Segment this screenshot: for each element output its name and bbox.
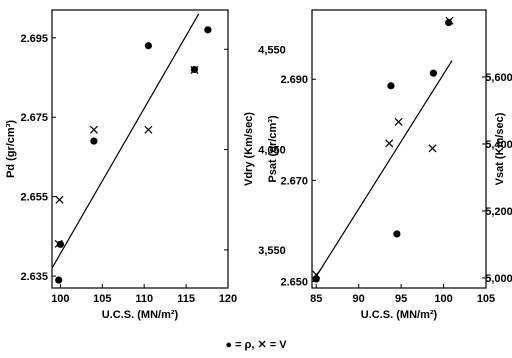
velocity-point (385, 139, 394, 148)
velocity-point (144, 125, 153, 134)
x-axis-label: U.C.S. (MN/m²) (102, 309, 179, 321)
velocity-point-stroke (394, 117, 403, 126)
velocity-point (89, 125, 98, 134)
velocity-point-stroke (428, 144, 437, 153)
x-tick-label: 105 (477, 293, 495, 305)
y2-tick-label: 5,200 (485, 206, 512, 218)
velocity-point-stroke (89, 125, 98, 134)
x-tick-label: 105 (93, 293, 111, 305)
density-point (90, 137, 98, 145)
density-point (144, 42, 152, 50)
density-point (387, 82, 395, 90)
x-tick-label: 100 (51, 293, 69, 305)
density-point (56, 240, 64, 248)
y-tick-label: 2.650 (280, 276, 308, 288)
y-tick-label: 2.695 (20, 33, 48, 45)
x-tick-label: 110 (135, 293, 153, 305)
velocity-point-stroke (144, 125, 153, 134)
x-tick-label: 90 (353, 293, 365, 305)
y2-tick-label: 5,400 (485, 139, 512, 151)
y2-axis-label: Vsat (Km/sec) (494, 112, 506, 185)
velocity-point-stroke (54, 239, 63, 248)
y2-tick-label: 5,600 (485, 72, 512, 84)
y2-tick-label: 4,050 (258, 145, 286, 157)
velocity-point (445, 16, 454, 25)
y-axis-label: Pd (gr/cm³) (5, 120, 17, 178)
velocity-point (55, 195, 64, 204)
x-tick-label: 95 (395, 293, 407, 305)
right-panel: 85 90 95 100 105 2.650 2.670 2.690 5,000 5,200 5,4… (267, 9, 512, 321)
velocity-point (190, 65, 199, 74)
y2-tick-label: 5,000 (485, 273, 512, 285)
plot-frame (51, 9, 229, 289)
y-tick-label: 2.675 (20, 112, 48, 124)
y2-tick-label: 3,550 (258, 245, 286, 257)
x-tick-label: 115 (177, 293, 195, 305)
plot-frame (311, 9, 487, 289)
density-point (429, 69, 437, 77)
left-panel: 100 105 110 115 120 2.635 2.655 2.675 2.695 3,550… (5, 9, 286, 321)
y-tick-label: 2.655 (20, 192, 48, 204)
trend-line (51, 13, 200, 269)
density-point (393, 230, 401, 238)
x-tick-label: 120 (219, 293, 237, 305)
velocity-point-stroke (385, 139, 394, 148)
trend-line (315, 60, 453, 277)
velocity-point (312, 270, 321, 279)
density-point (204, 26, 212, 34)
velocity-point-stroke (445, 16, 454, 25)
x-tick-label: 100 (434, 293, 452, 305)
y-tick-label: 2.670 (280, 175, 308, 187)
y-tick-label: 2.635 (20, 271, 48, 283)
density-point (55, 276, 63, 284)
velocity-point (428, 144, 437, 153)
y-axis-label: Psat (gr/cm³) (267, 115, 279, 183)
legend: ● = ρ, ✕ = V (225, 339, 287, 351)
velocity-point (54, 239, 63, 248)
velocity-point-stroke (55, 195, 64, 204)
x-axis-label: U.C.S. (MN/m²) (361, 309, 438, 321)
velocity-point-stroke (312, 270, 321, 279)
velocity-point (394, 117, 403, 126)
y2-axis-label: Vdry (Km/sec) (243, 112, 255, 186)
x-tick-label: 85 (310, 293, 322, 305)
y2-tick-label: 4,550 (258, 44, 286, 56)
y-tick-label: 2.690 (280, 74, 308, 86)
velocity-point-stroke (190, 65, 199, 74)
